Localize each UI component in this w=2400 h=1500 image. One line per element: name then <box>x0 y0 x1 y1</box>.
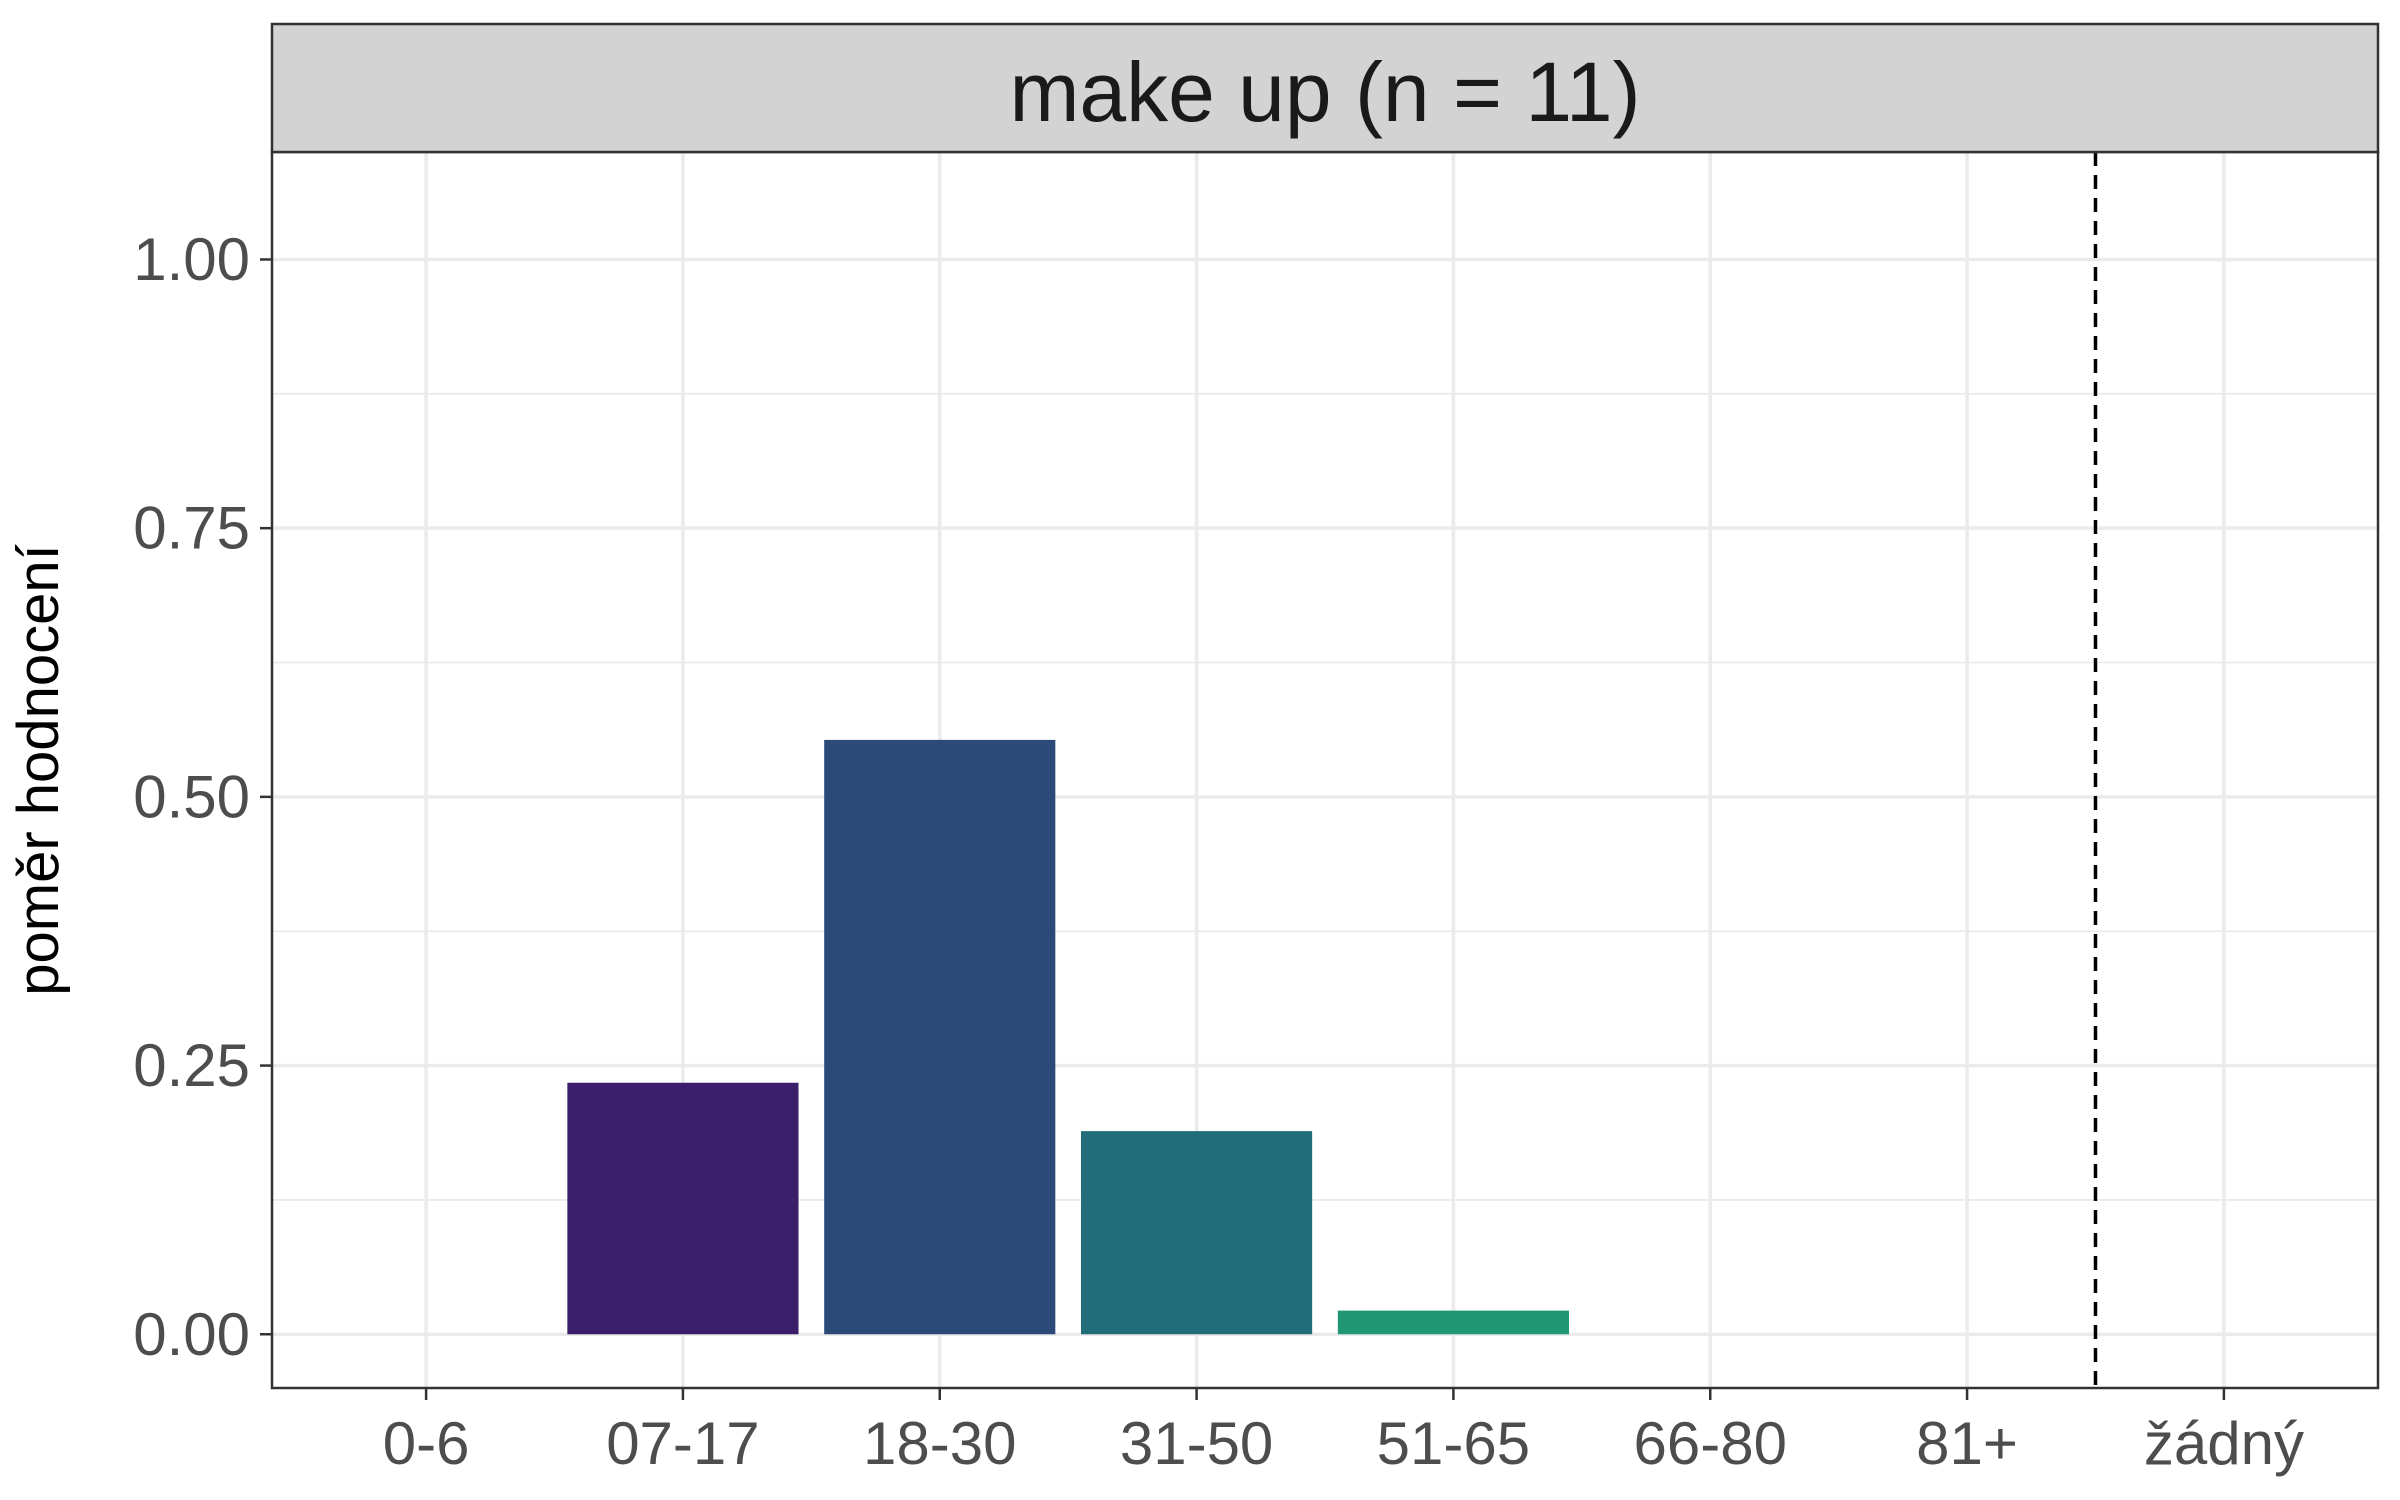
minor-gridlines <box>272 392 2378 1201</box>
y-tick-label: 0.00 <box>133 1301 250 1368</box>
facet-title: make up (n = 11) <box>1009 45 1640 139</box>
y-axis: 0.00 0.25 0.50 0.75 1.00 <box>133 226 272 1368</box>
bar-51-65 <box>1337 1310 1569 1335</box>
x-tick-label: 81+ <box>1916 1410 2018 1477</box>
facet-strip <box>270 22 2380 154</box>
x-tick-label: 18-30 <box>863 1410 1016 1477</box>
x-axis: 0-6 07-17 18-30 31-50 51-65 66-80 81+ žádný <box>383 1388 2304 1477</box>
y-tick-label: 0.75 <box>133 495 250 562</box>
x-tick-label: 66-80 <box>1634 1410 1787 1477</box>
y-axis-title: poměr hodnocení <box>6 544 71 995</box>
bars <box>567 739 1569 1335</box>
x-tick-label: 0-6 <box>383 1410 470 1477</box>
bar-07-17 <box>567 1082 799 1335</box>
x-tick-label: 07-17 <box>606 1410 759 1477</box>
x-tick-label: 51-65 <box>1377 1410 1530 1477</box>
bar-18-30 <box>824 739 1056 1335</box>
x-tick-label: žádný <box>2144 1410 2304 1477</box>
y-tick-label: 1.00 <box>133 226 250 293</box>
bar-31-50 <box>1081 1131 1313 1335</box>
y-tick-label: 0.50 <box>133 763 250 830</box>
x-tick-label: 31-50 <box>1120 1410 1273 1477</box>
y-tick-label: 0.25 <box>133 1032 250 1099</box>
